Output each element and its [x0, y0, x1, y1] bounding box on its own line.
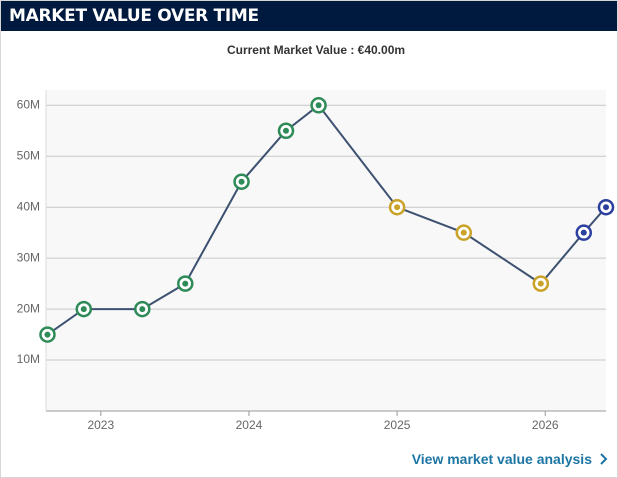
- club-marker-core: [394, 204, 401, 211]
- y-tick-label: 30M: [17, 250, 40, 264]
- y-tick-label: 50M: [17, 148, 40, 162]
- y-tick-label: 60M: [17, 97, 40, 111]
- y-tick-label: 40M: [17, 199, 40, 213]
- y-tick-label: 10M: [17, 352, 40, 366]
- club-marker-core: [283, 127, 289, 134]
- club-marker-core: [238, 178, 245, 185]
- link-text[interactable]: View market value analysis: [411, 451, 592, 467]
- club-marker-core: [182, 280, 189, 287]
- club-marker-core: [80, 306, 87, 313]
- x-tick-label: 2023: [87, 418, 114, 432]
- chevron-icon: [600, 453, 608, 465]
- club-marker-core: [537, 280, 544, 287]
- club-marker-core: [460, 229, 467, 236]
- y-tick-label: 20M: [17, 301, 40, 315]
- x-tick-label: 2024: [236, 418, 263, 432]
- x-tick-label: 2026: [532, 418, 559, 432]
- analysis-link[interactable]: View market value analysis: [412, 451, 608, 467]
- chart-subtitle: Current Market Value : €40.00m: [227, 43, 405, 57]
- x-tick-label: 2025: [384, 418, 411, 432]
- club-marker-core: [580, 229, 587, 236]
- club-marker-core: [44, 331, 51, 338]
- chart: Current Market Value : €40.00m 10M 20M 30M…: [17, 43, 615, 432]
- header-title: MARKET VALUE OVER TIME: [1, 1, 617, 31]
- club-marker-core: [603, 204, 609, 211]
- series-line: [46, 103, 607, 336]
- club-marker-core: [139, 306, 146, 313]
- plot-area: [46, 90, 606, 411]
- club-marker-core: [315, 102, 322, 109]
